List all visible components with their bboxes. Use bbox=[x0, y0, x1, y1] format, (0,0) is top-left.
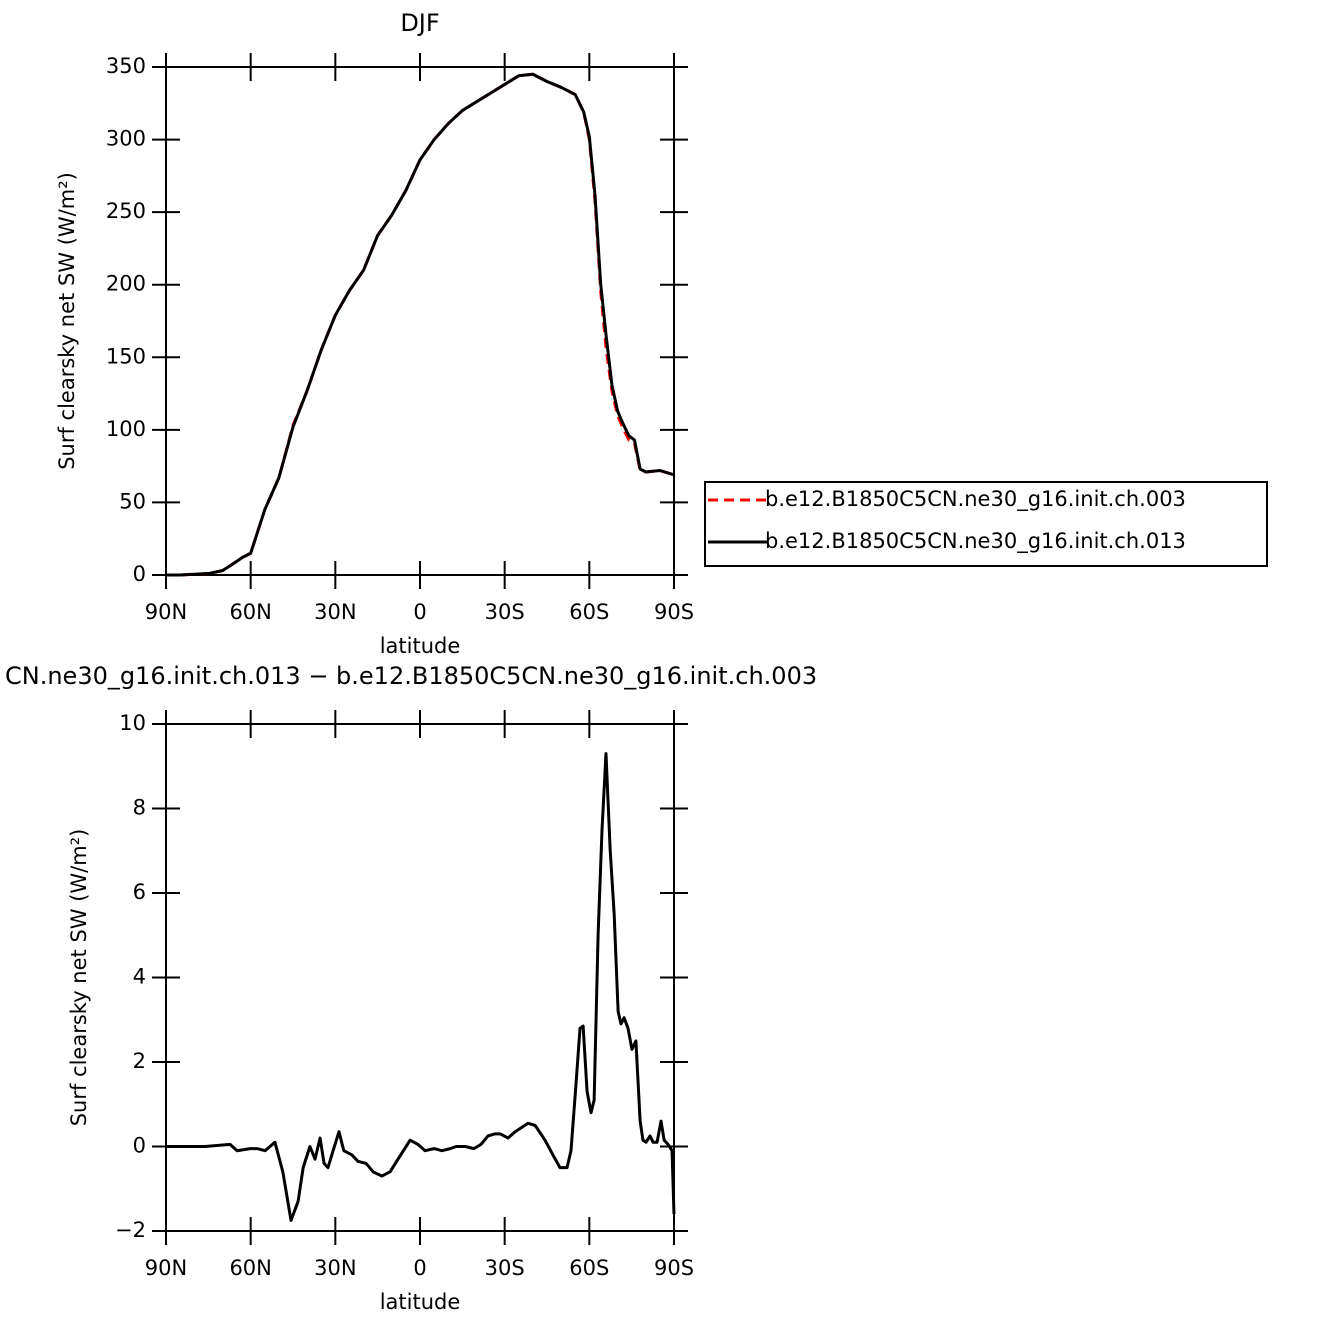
y-tick-label: 10 bbox=[119, 711, 146, 735]
y-tick-label: 8 bbox=[133, 796, 146, 820]
y-tick-label: 0 bbox=[133, 1134, 146, 1158]
plot-frame bbox=[165, 66, 675, 576]
chart-title: DJF bbox=[400, 9, 439, 37]
chart-title: CN.ne30_g16.init.ch.013 − b.e12.B1850C5C… bbox=[5, 662, 817, 690]
series-line bbox=[166, 72, 675, 577]
y-tick-label: 2 bbox=[133, 1049, 146, 1073]
x-tick-label: 90S bbox=[654, 1256, 694, 1280]
y-tick-label: 200 bbox=[106, 272, 146, 296]
data-line bbox=[166, 752, 676, 1222]
x-tick-label: 60S bbox=[569, 1256, 609, 1280]
legend-label: b.e12.B1850C5CN.ne30_g16.init.ch.003 bbox=[765, 487, 1186, 512]
series-line bbox=[166, 72, 675, 577]
x-axis-label: latitude bbox=[380, 634, 461, 658]
x-tick-label: 60N bbox=[229, 600, 271, 624]
x-tick-label: 90N bbox=[145, 1256, 187, 1280]
y-tick-label: 50 bbox=[119, 489, 146, 513]
x-tick-label: 0 bbox=[413, 600, 426, 624]
y-axis-label: Surf clearsky net SW (W/m²) bbox=[55, 172, 79, 470]
x-tick-label: 30N bbox=[314, 1256, 356, 1280]
y-tick-label: −2 bbox=[115, 1218, 146, 1242]
legend-box bbox=[704, 481, 1268, 567]
x-tick-label: 30S bbox=[485, 600, 525, 624]
y-tick-label: 6 bbox=[133, 880, 146, 904]
x-tick-label: 60S bbox=[569, 600, 609, 624]
y-tick-label: 350 bbox=[106, 54, 146, 78]
x-tick-label: 60N bbox=[229, 1256, 271, 1280]
x-tick-label: 90N bbox=[145, 600, 187, 624]
x-axis-label: latitude bbox=[380, 1290, 461, 1314]
y-tick-label: 4 bbox=[133, 965, 146, 989]
x-tick-label: 30N bbox=[314, 600, 356, 624]
y-tick-label: 0 bbox=[133, 562, 146, 586]
y-axis-label: Surf clearsky net SW (W/m²) bbox=[67, 829, 91, 1127]
y-tick-label: 250 bbox=[106, 199, 146, 223]
x-tick-label: 0 bbox=[413, 1256, 426, 1280]
y-tick-label: 150 bbox=[106, 344, 146, 368]
x-tick-label: 90S bbox=[654, 600, 694, 624]
y-tick-label: 100 bbox=[106, 417, 146, 441]
y-tick-label: 300 bbox=[106, 127, 146, 151]
x-tick-label: 30S bbox=[485, 1256, 525, 1280]
legend-label: b.e12.B1850C5CN.ne30_g16.init.ch.013 bbox=[765, 529, 1186, 554]
